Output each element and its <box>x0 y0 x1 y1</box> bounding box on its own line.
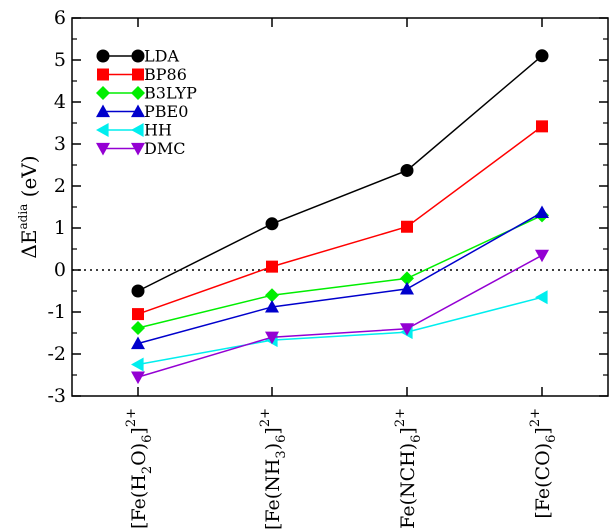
x-tick-label-part: O) <box>128 443 150 466</box>
legend-marker <box>96 123 109 137</box>
legend-label: B3LYP <box>144 84 197 103</box>
y-tick-label: 0 <box>54 259 66 281</box>
series-layer <box>131 49 549 385</box>
y-axis-label: ΔEadia (eV) <box>16 155 41 258</box>
data-point <box>401 220 413 233</box>
x-tick-label: [Fe(CO)6]2+ <box>528 408 559 519</box>
series-pbe0 <box>131 205 549 350</box>
data-point <box>535 290 548 305</box>
legend-marker <box>131 123 144 137</box>
legend-label: BP86 <box>144 65 187 84</box>
legend-marker <box>131 49 145 63</box>
series-hh <box>131 290 548 372</box>
series-line <box>137 55 543 292</box>
x-tick-label: [Fe(NH3)6]2+ <box>258 408 289 529</box>
x-tick-label-part: ] <box>128 427 150 434</box>
legend-marker <box>96 86 110 100</box>
x-tick-label-sup: 2+ <box>258 408 273 427</box>
legend-marker <box>96 104 110 118</box>
x-tick-label-part: ] <box>397 427 419 434</box>
legend-marker <box>132 68 144 81</box>
y-tick-label: -1 <box>47 301 66 323</box>
data-point <box>266 260 278 273</box>
x-tick-label: [Fe(H2O)6]2+ <box>124 408 155 529</box>
y-tick-label: -3 <box>47 385 66 407</box>
legend-item-hh: HH <box>96 121 172 140</box>
legend-marker <box>96 142 110 156</box>
y-tick-label: 2 <box>54 175 66 197</box>
series-b3lyp <box>131 208 549 335</box>
data-point <box>131 371 145 385</box>
legend-marker <box>131 86 145 100</box>
series-line <box>137 254 543 378</box>
x-tick-label-part: [Fe(CO) <box>532 443 554 519</box>
data-point <box>265 217 279 231</box>
series-line <box>137 125 543 315</box>
data-point <box>400 281 414 295</box>
series-line <box>137 211 543 345</box>
data-point <box>132 308 144 321</box>
legend-label: PBE0 <box>144 102 188 121</box>
x-tick-label-sub: 6 <box>274 435 289 443</box>
x-tick-label-sub: 6 <box>544 435 559 443</box>
x-tick-label-part: [Fe(NCH) <box>397 443 419 529</box>
y-axis-label-sup: adia <box>16 204 30 230</box>
data-point <box>131 336 145 350</box>
y-tick-label: 5 <box>54 49 66 71</box>
x-tick-label-sub: 6 <box>140 435 155 443</box>
series-line <box>137 296 543 366</box>
data-point <box>265 331 279 345</box>
x-tick-label-sub: 6 <box>409 435 424 443</box>
data-point <box>400 163 414 177</box>
legend-label: LDA <box>144 47 179 66</box>
x-tick-label-part: [Fe(NH <box>262 459 284 529</box>
x-tick-label-sup: 2+ <box>393 408 408 427</box>
data-point <box>265 288 279 303</box>
y-tick-label: 3 <box>54 133 66 155</box>
x-tick-label: [Fe(NCH)6]2+ <box>393 408 424 529</box>
data-point <box>536 120 548 133</box>
data-point <box>131 357 144 372</box>
x-tick-label-part: ) <box>262 443 284 450</box>
data-point <box>535 49 549 63</box>
legend-marker <box>97 68 109 81</box>
y-tick-label: 6 <box>54 7 66 29</box>
legend-label: DMC <box>144 139 185 158</box>
x-tick-label-part: [Fe(H <box>128 474 150 529</box>
data-point <box>131 320 145 335</box>
x-tick-label-sup: 2+ <box>124 408 139 427</box>
data-point <box>535 249 549 263</box>
x-tick-label-sup: 2+ <box>528 408 543 427</box>
legend-item-lda: LDA <box>96 47 179 66</box>
y-axis-label-unit: (eV) <box>17 155 41 203</box>
y-tick-label: 1 <box>54 217 66 239</box>
legend-marker <box>131 104 145 118</box>
legend-item-b3lyp: B3LYP <box>96 84 197 103</box>
legend-item-pbe0: PBE0 <box>96 102 188 121</box>
legend-label: HH <box>144 121 172 140</box>
legend-item-dmc: DMC <box>96 139 185 158</box>
data-point <box>131 284 145 298</box>
y-tick-label: 4 <box>54 91 66 113</box>
series-line <box>137 214 543 329</box>
series-bp86 <box>132 120 548 321</box>
data-point <box>400 271 414 286</box>
legend-marker <box>96 49 110 63</box>
y-tick-label: -2 <box>47 343 66 365</box>
data-point <box>265 299 279 313</box>
y-axis-label-main: ΔE <box>17 230 41 259</box>
data-point <box>400 323 414 336</box>
legend-marker <box>131 142 145 156</box>
series-lda <box>131 49 549 298</box>
x-tick-label-part: ] <box>262 427 284 434</box>
data-point <box>535 205 549 219</box>
x-tick-label-sub: 3 <box>274 450 289 458</box>
legend-item-bp86: BP86 <box>97 65 187 84</box>
series-dmc <box>131 249 549 385</box>
x-tick-label-sub: 2 <box>140 466 155 474</box>
x-tick-label-part: ] <box>532 427 554 434</box>
